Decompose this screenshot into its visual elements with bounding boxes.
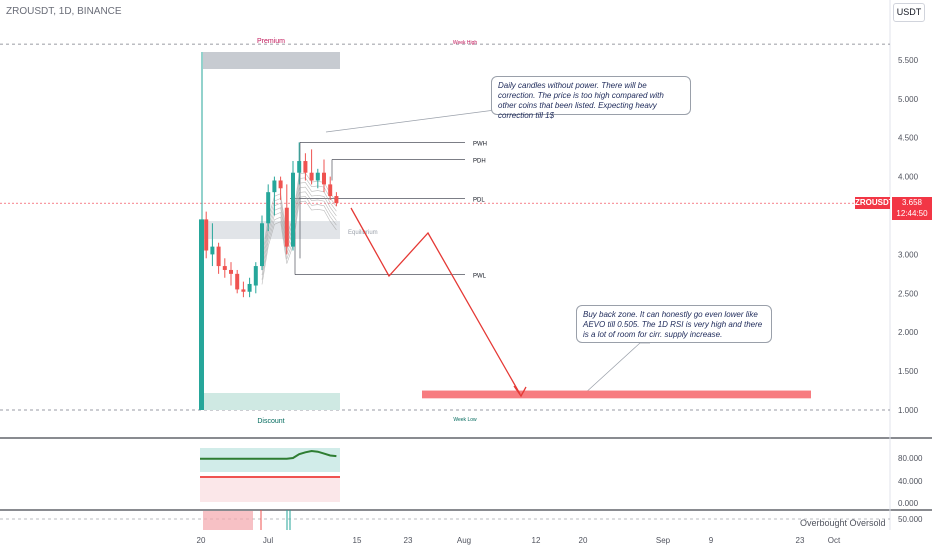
candle-body [222,266,227,270]
rsi-legend: Overbought Oversold [800,518,886,528]
bar-countdown: 12:44:50 [896,209,928,218]
candle-body [303,161,308,173]
candle-body [210,246,215,255]
y-tick-label: 4.500 [898,134,919,143]
pdl-label: PDL [473,197,485,203]
ma-ribbon-line [261,196,337,280]
x-tick-label: Oct [828,536,841,545]
week-high-label: Week High [453,40,478,46]
y-tick-label: 1.000 [898,406,919,415]
discount-label: Discount [257,418,284,425]
symbol-header: ZROUSDT, 1D, BINANCE [6,6,122,17]
rsi-oversold-band [200,478,340,502]
x-tick-label: Jul [263,536,273,545]
y-tick-label: 1.500 [898,367,919,376]
y-tick-label: 5.500 [898,56,919,65]
y-tick-label: 2.000 [898,328,919,337]
buy-back-zone [422,390,811,399]
candle-body [241,289,246,292]
y-tick-label: 2.500 [898,289,919,298]
x-tick-label: Sep [656,536,671,545]
candle-body [278,180,283,189]
current-price-box: 3.658 12:44:50 [892,197,932,220]
rsi-tick-label: 40.000 [898,477,923,486]
candle-body [334,196,339,204]
candle-body [266,192,271,224]
x-tick-label: 23 [404,536,413,545]
candle-body [272,180,277,193]
candle-body [229,269,233,274]
candle-body [291,172,295,247]
week-low-label: Week Low [453,417,477,423]
projection-path [350,207,521,395]
candle-body [315,172,320,181]
projection-arrowhead [513,385,527,398]
candle-body [247,283,252,292]
pwh-label: PWH [473,141,487,147]
annotation-note-top[interactable]: Daily candles without power. There will … [491,76,691,120]
note-top-pointer [325,109,511,133]
x-tick-label: 20 [197,536,206,545]
candle-body [284,207,289,247]
candle-body [328,184,333,197]
x-tick-label: Aug [457,536,471,545]
premium-label: Premium [257,38,285,45]
rsi-tick-label: 0.000 [898,499,919,508]
candle-body [297,161,302,173]
candle-body [309,172,314,181]
note-bottom-pointer [582,342,650,396]
candle-body [322,172,326,185]
lower-panel-tick: 50.000 [898,515,923,524]
symbol-price-tag: ZROUSDT [855,197,894,209]
lower-panel-bar [203,511,253,530]
pdh-label: PDH [473,158,486,164]
premium-zone [203,52,340,69]
candle-body [204,219,209,251]
candle-body [260,223,264,267]
x-tick-label: 12 [532,536,541,545]
rsi-tick-label: 80.000 [898,454,923,463]
y-tick-label: 3.000 [898,250,919,259]
pwl-label: PWL [473,274,487,280]
y-tick-label: 5.000 [898,95,919,104]
candle-body [253,266,258,286]
candle-body [235,273,240,290]
x-tick-label: 9 [709,536,714,545]
y-tick-label: 4.000 [898,173,919,182]
equilibrium-label: Equilibrium [348,230,378,236]
x-tick-label: 20 [579,536,588,545]
annotation-note-bottom[interactable]: Buy back zone. It can honestly go even l… [576,305,772,343]
x-tick-label: 15 [353,536,362,545]
ma-ribbon-line [261,200,337,285]
discount-zone [203,393,340,410]
currency-button[interactable]: USDT [893,3,925,22]
rsi-line [200,449,337,460]
x-tick-label: 23 [796,536,805,545]
candle-body [216,246,221,267]
current-price: 3.658 [901,198,923,207]
candle-body [199,219,204,410]
